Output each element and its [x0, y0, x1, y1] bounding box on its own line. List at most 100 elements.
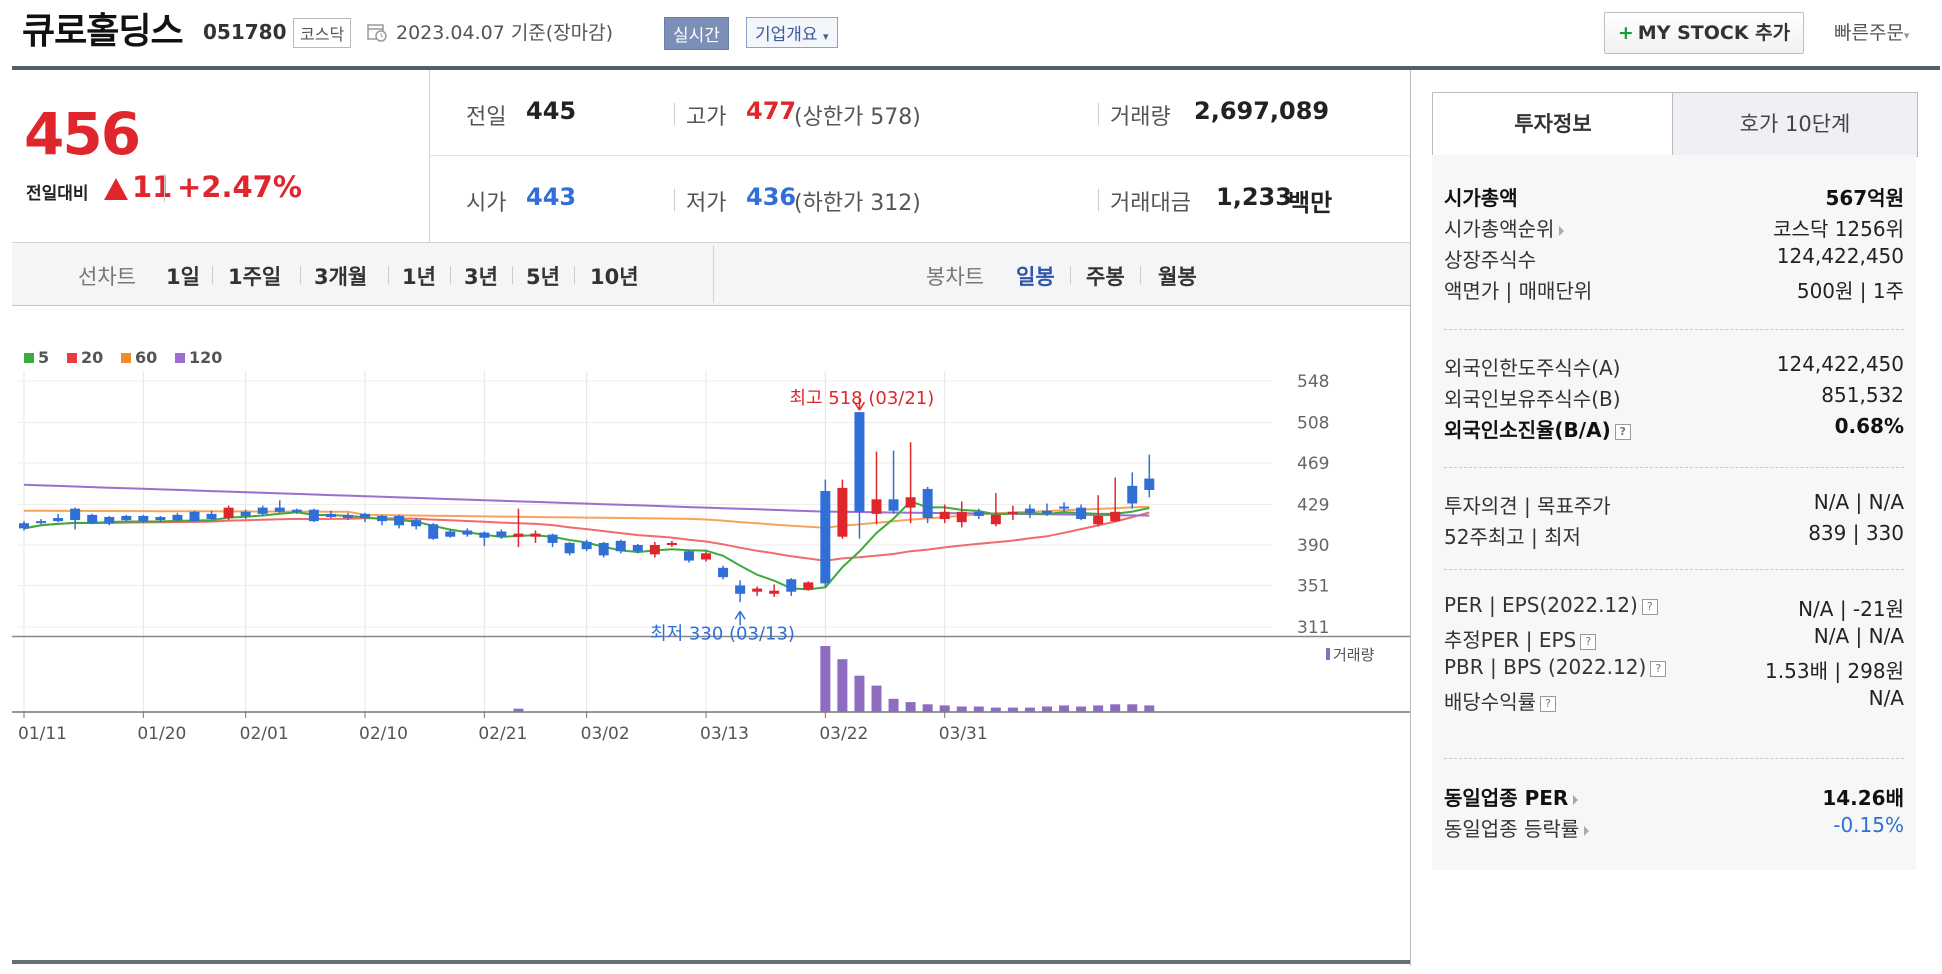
divider: [1444, 467, 1904, 468]
prev-close-value: 445: [526, 97, 577, 125]
candle-body: [666, 542, 677, 545]
open-label: 시가: [466, 191, 507, 216]
period-1y[interactable]: 1년: [402, 265, 436, 289]
candle-body: [342, 514, 353, 519]
candle-body: [121, 515, 132, 521]
candle-body: [87, 514, 98, 524]
candle-body: [683, 551, 694, 561]
period-3m[interactable]: 3개월: [314, 265, 368, 289]
info-row[interactable]: 동일업종 등락률 -0.15%: [1444, 813, 1904, 845]
candle-body: [496, 531, 507, 537]
realtime-button[interactable]: 실시간: [664, 17, 729, 50]
help-icon[interactable]: ?: [1614, 423, 1631, 440]
tab-order-book[interactable]: 호가 10단계: [1672, 92, 1918, 157]
divider: [713, 245, 714, 303]
open-value: 443: [526, 183, 577, 211]
price-summary: 456 전일대비 11 +2.47%: [12, 70, 430, 243]
candle-body: [820, 491, 831, 584]
current-price: 456: [24, 100, 141, 168]
info-row: 시가총액 567억원: [1444, 182, 1904, 214]
legend-swatch: [24, 353, 34, 363]
info-value: N/A | -21원: [1798, 597, 1904, 621]
volume-bar: [1127, 704, 1138, 712]
y-tick-label: 469: [1297, 454, 1329, 474]
high-annotation: 최고 518 (03/21): [789, 388, 934, 409]
info-label: PER | EPS(2022.12)?: [1444, 593, 1658, 617]
candle-chart-label: 봉차트: [926, 265, 984, 289]
divider: [1140, 266, 1141, 284]
divider: [450, 266, 451, 284]
info-label: 시가총액: [1444, 186, 1518, 210]
stock-name: 큐로홀딩스: [22, 11, 184, 52]
period-10y[interactable]: 10년: [590, 265, 639, 289]
price-stats: 전일 445 고가 477 (상한가 578) 거래량 2,697,089 시가…: [430, 70, 1410, 242]
info-label: 액면가 | 매매단위: [1444, 279, 1593, 303]
info-row[interactable]: 시가총액순위 코스닥 1256위: [1444, 213, 1904, 245]
info-value: 0.68%: [1834, 414, 1904, 438]
company-overview-dropdown[interactable]: 기업개요 ▾: [746, 17, 838, 48]
x-tick-label: 02/21: [478, 724, 527, 744]
y-tick-label: 351: [1297, 576, 1329, 596]
help-icon[interactable]: ?: [1540, 695, 1556, 712]
info-row: 외국인보유주식수(B) 851,532: [1444, 383, 1904, 415]
volume-bar: [1076, 706, 1087, 712]
period-1w[interactable]: 1주일: [228, 265, 282, 289]
market-badge: 코스닥: [293, 18, 352, 48]
info-label: PBR | BPS (2022.12)?: [1444, 655, 1667, 679]
candle-body: [888, 499, 899, 511]
info-row: PBR | BPS (2022.12)? 1.53배 | 298원: [1444, 655, 1904, 687]
volume-legend-swatch: [1326, 648, 1330, 660]
x-tick-label: 03/13: [700, 724, 749, 744]
info-row[interactable]: 동일업종 PER 14.26배: [1444, 782, 1904, 814]
info-value: N/A | N/A: [1813, 624, 1904, 648]
info-label: 외국인한도주식수(A): [1444, 356, 1621, 380]
price-chart[interactable]: 5 20 60 120 548 508 469 429 390 351 311 최고 518 (03/…: [12, 330, 1410, 956]
divider: [300, 266, 301, 284]
legend-swatch: [175, 353, 185, 363]
info-value: 124,422,450: [1776, 352, 1904, 376]
volume-bar: [990, 707, 1001, 712]
quick-order-dropdown[interactable]: 빠른주문▾: [1834, 18, 1909, 45]
info-row: 상장주식수 124,422,450: [1444, 244, 1904, 276]
header-divider: [12, 66, 1940, 70]
lower-limit: (하한가 312): [794, 191, 921, 216]
divider: [1444, 758, 1904, 759]
candle-weekly[interactable]: 주봉: [1086, 265, 1125, 289]
divider: [1098, 189, 1099, 211]
volume-bar: [1042, 706, 1052, 712]
add-my-stock-button[interactable]: + MY STOCK 추가: [1604, 12, 1804, 54]
candle-body: [325, 513, 336, 517]
info-label: 투자의견 | 목표주가: [1444, 494, 1611, 518]
volume-bar: [1093, 705, 1104, 712]
period-3y[interactable]: 3년: [464, 265, 498, 289]
x-tick-label: 03/02: [581, 724, 630, 744]
candle-body: [428, 524, 439, 539]
info-value: 851,532: [1821, 383, 1904, 407]
info-value: 14.26배: [1822, 786, 1904, 810]
candle-body: [1059, 506, 1070, 509]
candle-body: [530, 533, 541, 537]
period-5y[interactable]: 5년: [526, 265, 560, 289]
help-icon[interactable]: ?: [1580, 633, 1597, 650]
prev-close-label: 전일: [466, 105, 507, 130]
volume-bar: [513, 708, 524, 712]
tab-investment-info[interactable]: 투자정보: [1432, 92, 1674, 156]
legend-swatch: [67, 353, 77, 363]
volume-bar: [1024, 707, 1035, 712]
add-my-stock-label: MY STOCK 추가: [1637, 22, 1791, 44]
candle-monthly[interactable]: 월봉: [1158, 265, 1197, 289]
line-chart-label: 선차트: [78, 265, 136, 289]
help-icon[interactable]: ?: [1641, 598, 1658, 615]
change-label: 전일대비: [26, 184, 89, 204]
divider: [1070, 266, 1071, 284]
volume-bar: [1007, 707, 1018, 712]
divider: [1410, 70, 1411, 966]
chevron-right-icon: [1573, 794, 1579, 805]
help-icon[interactable]: ?: [1650, 660, 1667, 677]
candle-daily[interactable]: 일봉: [1016, 265, 1055, 289]
x-tick-label: 01/11: [18, 724, 67, 744]
candle-body: [462, 530, 473, 535]
candle-body: [701, 553, 711, 560]
period-1d[interactable]: 1일: [166, 265, 200, 289]
high-arrow-icon: [853, 398, 866, 411]
